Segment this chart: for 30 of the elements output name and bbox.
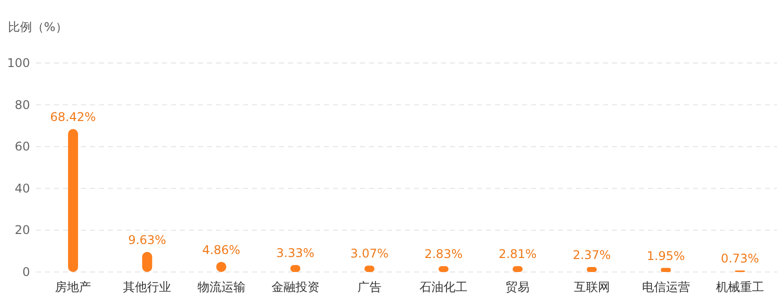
x-tick-label: 广告: [357, 280, 382, 294]
data-label: 2.37%: [572, 248, 611, 262]
x-tick-label: 贸易: [506, 280, 530, 294]
data-label: 3.33%: [276, 246, 314, 260]
bar: [586, 267, 597, 272]
data-label: 9.63%: [128, 232, 166, 247]
bar: [660, 268, 671, 272]
data-label: 3.07%: [350, 246, 389, 261]
data-label: 2.81%: [498, 247, 537, 262]
y-tick-label: 40: [14, 181, 30, 196]
x-tick-label: 物流运输: [197, 280, 246, 294]
y-tick-label: 20: [14, 223, 30, 238]
data-label: 68.42%: [50, 110, 96, 124]
data-label: 4.86%: [202, 242, 240, 257]
y-tick-label: 80: [14, 98, 30, 112]
x-tick-label: 电信运营: [642, 280, 690, 294]
data-label: 0.73%: [720, 251, 760, 266]
y-tick-label: 100: [7, 56, 30, 70]
x-tick-label: 房地产: [55, 280, 92, 294]
data-label: 2.83%: [424, 247, 463, 262]
y-axis-title: 比例（%）: [8, 20, 68, 34]
x-tick-label: 石油化工: [420, 280, 468, 294]
y-tick-label: 60: [14, 140, 30, 154]
data-label: 1.95%: [646, 248, 685, 263]
x-tick-label: 金融投资: [271, 280, 320, 294]
x-tick-label: 其他行业: [123, 280, 172, 294]
bar: [68, 129, 78, 272]
x-tick-label: 互联网: [574, 280, 610, 294]
y-tick-label: 0: [22, 265, 30, 279]
x-tick-label: 机械重工: [716, 280, 764, 294]
